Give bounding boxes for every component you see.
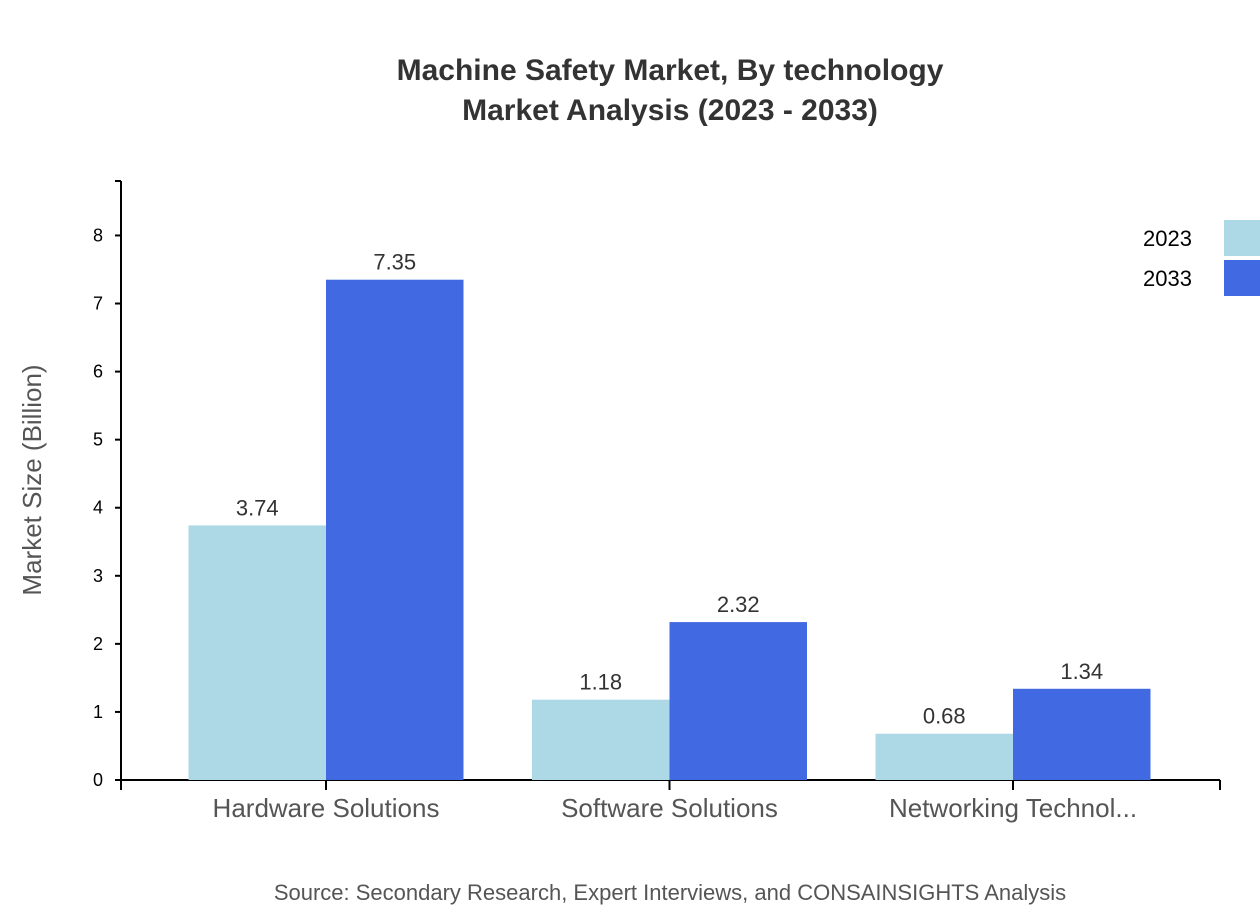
legend-swatch	[1224, 220, 1260, 256]
y-tick-label: 1	[93, 702, 103, 722]
x-tick-label: Hardware Solutions	[213, 793, 440, 823]
y-tick-label: 4	[93, 498, 103, 518]
x-tick-label: Networking Technol...	[889, 793, 1137, 823]
legend-label: 2033	[1143, 266, 1192, 291]
bar-2023[interactable]	[188, 525, 327, 780]
source-note: Source: Secondary Research, Expert Inter…	[274, 880, 1066, 905]
data-label: 2.32	[717, 592, 760, 617]
y-tick-label: 3	[93, 566, 103, 586]
y-tick-label: 7	[93, 294, 103, 314]
y-tick-label: 5	[93, 430, 103, 450]
chart-title: Machine Safety Market, By technology	[397, 54, 944, 87]
y-tick-label: 2	[93, 634, 103, 654]
data-label: 1.34	[1060, 659, 1103, 684]
chart-subtitle: Market Analysis (2023 - 2033)	[462, 94, 878, 127]
y-axis-label: Market Size (Billion)	[17, 364, 47, 595]
y-tick-label: 6	[93, 362, 103, 382]
bar-2033[interactable]	[1013, 688, 1151, 780]
bar-2023[interactable]	[532, 699, 670, 780]
bar-2033[interactable]	[669, 622, 808, 780]
bar-2033[interactable]	[326, 279, 464, 780]
legend-swatch	[1224, 260, 1260, 296]
data-label: 3.74	[236, 495, 279, 520]
data-label: 1.18	[579, 670, 622, 695]
y-tick-label: 8	[93, 225, 103, 245]
data-label: 7.35	[373, 250, 416, 275]
data-label: 0.68	[923, 704, 966, 729]
y-tick-label: 0	[93, 770, 103, 790]
bar-2023[interactable]	[875, 733, 1014, 780]
x-tick-label: Software Solutions	[561, 793, 778, 823]
legend-label: 2023	[1143, 226, 1192, 251]
